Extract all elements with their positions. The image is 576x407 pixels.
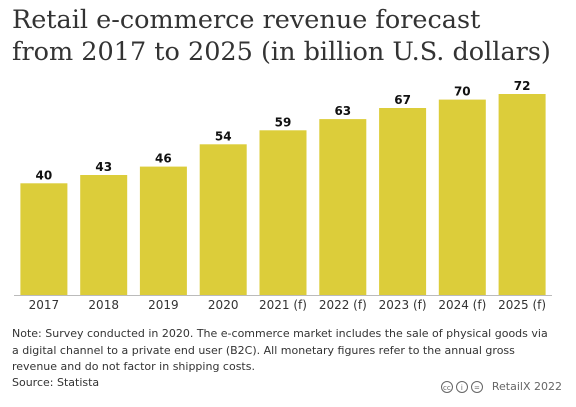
x-tick-group: 2017 2018 2019 2020 2021 (f) 2022 (f) 2023 (f)… bbox=[29, 298, 546, 312]
attribution-icon: i bbox=[455, 380, 468, 393]
x-tick-label: 2019 bbox=[148, 298, 179, 312]
bar-group bbox=[20, 94, 546, 296]
x-tick-label: 2020 bbox=[208, 298, 239, 312]
data-label: 63 bbox=[334, 104, 351, 118]
bar-2025-f bbox=[498, 94, 546, 295]
brand-label: RetailX 2022 bbox=[491, 380, 562, 393]
data-label: 43 bbox=[95, 160, 112, 174]
x-tick-label: 2025 (f) bbox=[498, 298, 546, 312]
x-tick-label: 2017 bbox=[29, 298, 60, 312]
x-tick-label: 2021 (f) bbox=[259, 298, 307, 312]
x-tick-label: 2023 (f) bbox=[379, 298, 427, 312]
chart-note: Note: Survey conducted in 2020. The e-co… bbox=[12, 327, 548, 373]
data-label-group: 40 43 46 54 59 63 67 70 72 bbox=[36, 79, 531, 182]
bar-2019 bbox=[139, 166, 187, 295]
bar-chart: 40 43 46 54 59 63 67 70 72 2017 2018 2019 2020 2021 … bbox=[14, 79, 552, 312]
creative-commons-icon: cc bbox=[440, 380, 453, 393]
data-label: 72 bbox=[514, 79, 531, 93]
chart-title: Retail e-commerce revenue forecast from … bbox=[12, 4, 568, 68]
x-tick-label: 2018 bbox=[88, 298, 119, 312]
data-label: 67 bbox=[394, 93, 411, 107]
bar-2018 bbox=[80, 175, 128, 295]
chart-source: Source: Statista bbox=[12, 376, 100, 389]
bar-2022-f bbox=[319, 119, 367, 295]
chart-title-line-2: from 2017 to 2025 (in billion U.S. dolla… bbox=[12, 37, 551, 67]
chart-title-line-1: Retail e-commerce revenue forecast bbox=[12, 5, 481, 35]
bar-2017 bbox=[20, 183, 68, 295]
bar-2020 bbox=[199, 144, 247, 296]
data-label: 40 bbox=[36, 168, 53, 182]
data-label: 70 bbox=[454, 85, 471, 99]
x-tick-label: 2024 (f) bbox=[438, 298, 486, 312]
x-tick-label: 2022 (f) bbox=[319, 298, 367, 312]
footer-credit: cc i = RetailX 2022 bbox=[440, 380, 562, 393]
data-label: 54 bbox=[215, 129, 232, 143]
data-label: 46 bbox=[155, 152, 172, 166]
bar-2024-f bbox=[438, 99, 486, 295]
data-label: 59 bbox=[275, 115, 292, 129]
bar-2023-f bbox=[379, 108, 427, 295]
no-derivatives-icon: = bbox=[470, 380, 483, 393]
bar-2021-f bbox=[259, 130, 307, 295]
